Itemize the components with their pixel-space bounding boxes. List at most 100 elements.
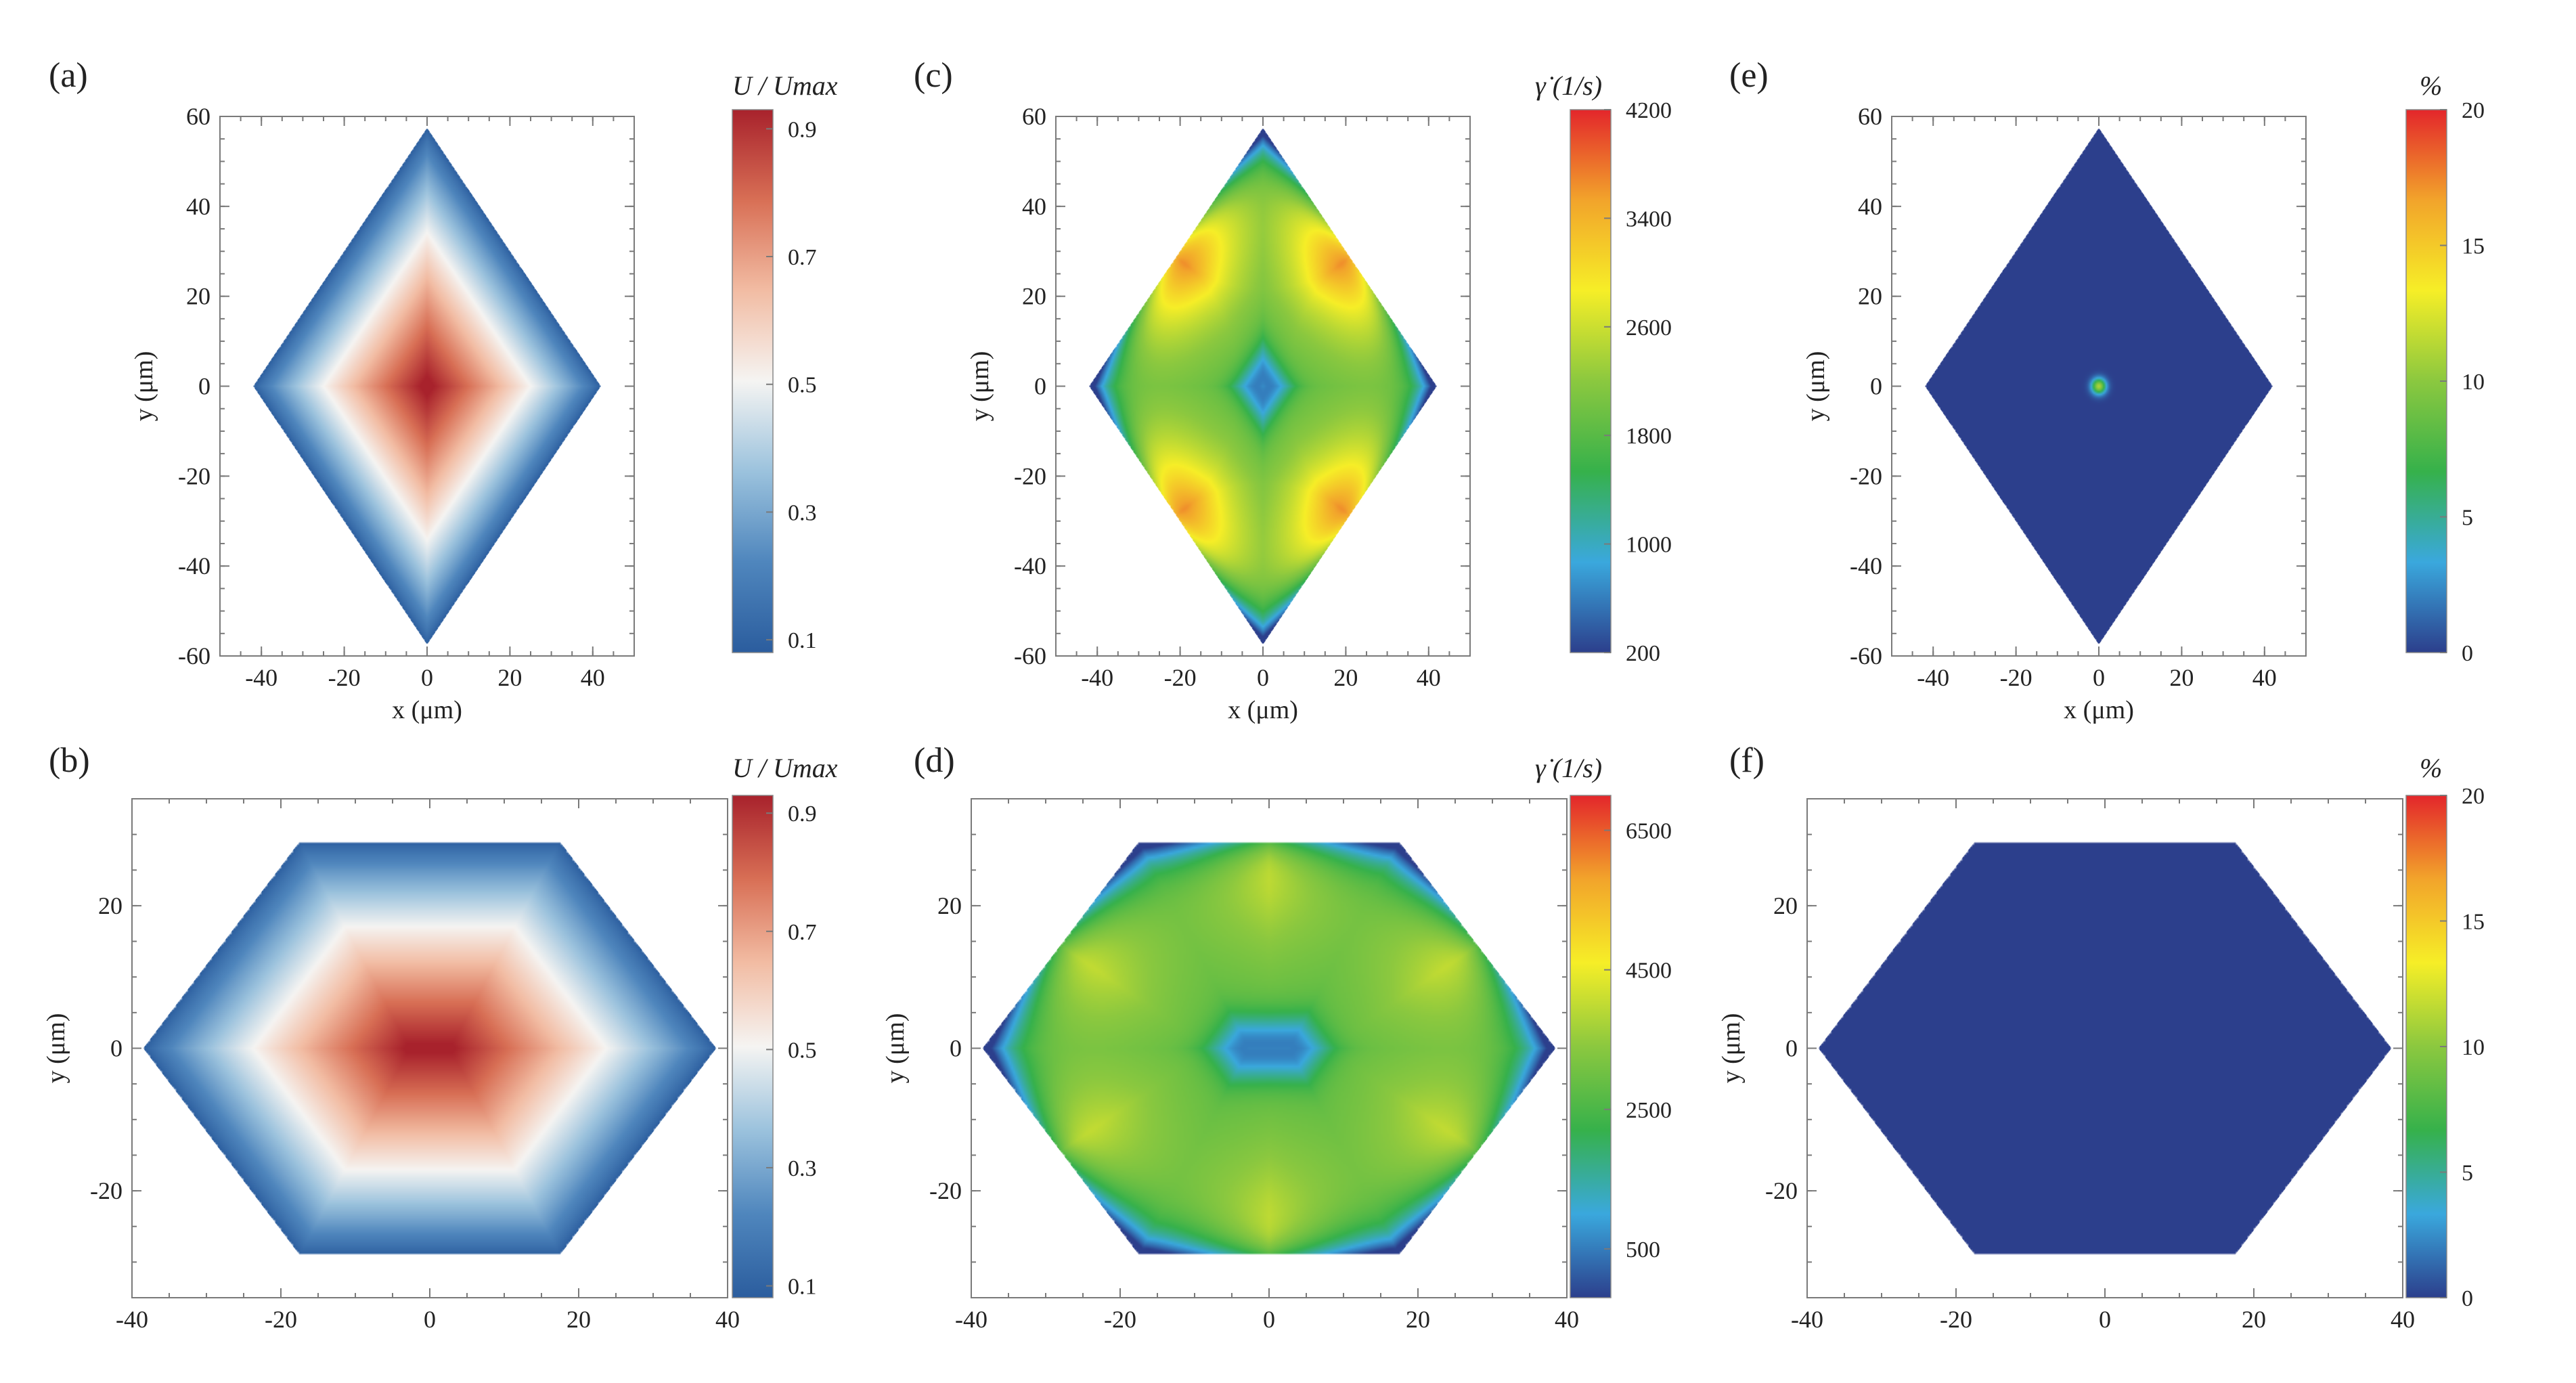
panel-c: (c) -40 -20 0 20 40 -60 -40 -20 0 20 40 60 x (μm) y (μ… bbox=[914, 56, 1672, 724]
panel-f: (f) -40 -20 0 20 40 -20 0 20 y (μm) 0 5 10 15 20% bbox=[1717, 741, 2485, 1333]
colorbar-title-f: % bbox=[2420, 753, 2442, 783]
x-tick-label-e: 20 bbox=[2169, 664, 2194, 691]
x-tick-label-a: 20 bbox=[497, 664, 522, 691]
colorbar-tick-label-d: 500 bbox=[1626, 1237, 1660, 1263]
colorbar-tick-label-b: 0.7 bbox=[788, 920, 817, 945]
colorbar-tick-label-c: 2600 bbox=[1626, 315, 1672, 341]
panel-b: (b) -40 -20 0 20 40 -20 0 20 y (μm) 0.1 0.3 0.5 0.7 0.… bbox=[42, 741, 838, 1333]
panel-label-d: (d) bbox=[914, 741, 955, 780]
y-tick-label-f: 0 bbox=[1785, 1035, 1798, 1062]
colorbar-tick-label-b: 0.3 bbox=[788, 1156, 817, 1181]
colorbar-tick-label-a: 0.1 bbox=[788, 628, 817, 653]
y-tick-label-c: -60 bbox=[1014, 642, 1046, 669]
colorbar-tick-label-d: 4500 bbox=[1626, 959, 1672, 984]
colorbar-tick-label-e: 10 bbox=[2462, 370, 2485, 395]
y-tick-label-c: 20 bbox=[1022, 283, 1046, 310]
colorbar-tick-label-e: 0 bbox=[2462, 641, 2473, 666]
colorbar-tick-label-c: 3400 bbox=[1626, 206, 1672, 232]
y-tick-label-e: 40 bbox=[1858, 193, 1882, 220]
panel-label-e: (e) bbox=[1729, 56, 1769, 95]
y-tick-label-b: 0 bbox=[110, 1035, 123, 1062]
x-axis-label-a: x (μm) bbox=[392, 696, 462, 724]
x-tick-label-e: 0 bbox=[2093, 664, 2105, 691]
x-tick-label-c: -20 bbox=[1164, 664, 1197, 691]
y-tick-label-e: -60 bbox=[1850, 642, 1882, 669]
x-tick-label-d: 0 bbox=[1263, 1306, 1275, 1333]
y-tick-label-a: 60 bbox=[186, 103, 210, 130]
y-tick-label-b: 20 bbox=[98, 892, 123, 919]
heatmap-c bbox=[1088, 127, 1438, 645]
heatmap-b bbox=[143, 841, 717, 1255]
colorbar-tick-label-d: 2500 bbox=[1626, 1098, 1672, 1123]
colorbar-tick-label-b: 0.1 bbox=[788, 1275, 817, 1300]
colorbar-d bbox=[1570, 795, 1612, 1298]
heatmap-f bbox=[1818, 841, 2392, 1255]
x-tick-label-b: -40 bbox=[116, 1306, 148, 1333]
colorbar-title-b: U / Umax bbox=[732, 753, 838, 783]
x-tick-label-d: 20 bbox=[1406, 1306, 1430, 1333]
y-tick-label-a: 40 bbox=[186, 193, 210, 220]
x-tick-label-e: -20 bbox=[2000, 664, 2033, 691]
x-tick-label-a: 40 bbox=[581, 664, 605, 691]
panel-label-a: (a) bbox=[49, 56, 88, 95]
y-tick-label-a: -40 bbox=[178, 552, 210, 579]
colorbar-title-c: γ̇ (1/s) bbox=[1535, 70, 1602, 101]
colorbar-tick-label-c: 200 bbox=[1626, 641, 1660, 666]
panel-e: (e) -40 -20 0 20 40 -60 -40 -20 0 20 40 60 x (μm) y (μ… bbox=[1729, 56, 2485, 724]
x-tick-label-c: 40 bbox=[1417, 664, 1441, 691]
y-tick-label-e: 20 bbox=[1858, 283, 1882, 310]
colorbar-tick-label-f: 0 bbox=[2462, 1286, 2473, 1311]
y-tick-label-d: -20 bbox=[929, 1177, 962, 1204]
heatmap-d bbox=[982, 841, 1556, 1255]
colorbar-tick-label-e: 15 bbox=[2462, 234, 2485, 259]
x-axis-label-e: x (μm) bbox=[2064, 696, 2134, 724]
y-tick-label-e: -40 bbox=[1850, 552, 1882, 579]
panel-a: (a) -40 -20 0 20 40 -60 -40 -20 0 20 40 60 x (μm) y (μ… bbox=[49, 56, 838, 724]
x-tick-label-f: 20 bbox=[2242, 1306, 2266, 1333]
x-tick-label-b: 40 bbox=[715, 1306, 740, 1333]
colorbar-tick-label-c: 1000 bbox=[1626, 533, 1672, 558]
y-tick-label-a: 0 bbox=[198, 373, 210, 400]
panel-label-f: (f) bbox=[1729, 741, 1764, 780]
colorbar-tick-label-f: 5 bbox=[2462, 1161, 2473, 1186]
x-tick-label-e: 40 bbox=[2252, 664, 2277, 691]
colorbar-tick-label-b: 0.5 bbox=[788, 1038, 817, 1063]
panel-label-c: (c) bbox=[914, 56, 953, 95]
y-tick-label-d: 20 bbox=[937, 892, 962, 919]
y-axis-label-a: y (μm) bbox=[130, 351, 158, 422]
y-tick-label-d: 0 bbox=[950, 1035, 962, 1062]
y-tick-label-e: -20 bbox=[1850, 462, 1882, 489]
x-tick-label-f: -40 bbox=[1791, 1306, 1823, 1333]
y-axis-label-f: y (μm) bbox=[1717, 1013, 1746, 1084]
x-tick-label-d: -20 bbox=[1104, 1306, 1136, 1333]
heatmap-e bbox=[1924, 127, 2273, 645]
panel-d: (d) -40 -20 0 20 40 -20 0 20 y (μm) 500 2500 4500 650… bbox=[881, 741, 1672, 1333]
x-tick-label-c: 20 bbox=[1333, 664, 1358, 691]
colorbar-tick-label-f: 10 bbox=[2462, 1035, 2485, 1060]
x-tick-label-b: 0 bbox=[424, 1306, 436, 1333]
colorbar-b bbox=[732, 795, 774, 1298]
y-tick-label-a: -60 bbox=[178, 642, 210, 669]
y-tick-label-e: 60 bbox=[1858, 103, 1882, 130]
x-tick-label-b: -20 bbox=[265, 1306, 297, 1333]
colorbar-tick-label-b: 0.9 bbox=[788, 802, 817, 827]
colorbar-title-a: U / Umax bbox=[732, 70, 838, 101]
y-tick-label-c: -40 bbox=[1014, 552, 1046, 579]
colorbar-tick-label-a: 0.3 bbox=[788, 500, 817, 525]
x-tick-label-f: 0 bbox=[2099, 1306, 2111, 1333]
y-tick-label-c: 0 bbox=[1034, 373, 1046, 400]
x-tick-label-a: -20 bbox=[328, 664, 361, 691]
y-axis-label-e: y (μm) bbox=[1802, 351, 1830, 422]
y-tick-label-a: -20 bbox=[178, 462, 210, 489]
x-axis-label-c: x (μm) bbox=[1228, 696, 1298, 724]
y-axis-label-b: y (μm) bbox=[42, 1013, 70, 1084]
x-tick-label-f: 40 bbox=[2391, 1306, 2415, 1333]
x-tick-label-c: 0 bbox=[1257, 664, 1269, 691]
y-tick-label-c: -20 bbox=[1014, 462, 1046, 489]
colorbar-c bbox=[1570, 109, 1612, 653]
y-tick-label-a: 20 bbox=[186, 283, 210, 310]
y-tick-label-c: 40 bbox=[1022, 193, 1046, 220]
x-tick-label-d: 40 bbox=[1555, 1306, 1579, 1333]
y-tick-label-e: 0 bbox=[1870, 373, 1882, 400]
